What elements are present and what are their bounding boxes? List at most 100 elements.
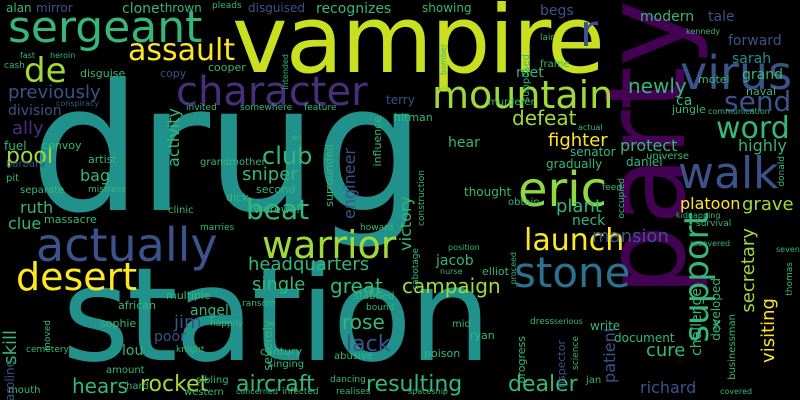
- word-ally: ally: [12, 118, 44, 139]
- word-heroin: heroin: [50, 51, 76, 60]
- word-senator: senator: [570, 145, 616, 159]
- word-mid: mid: [452, 319, 471, 330]
- word-gradually: gradually: [546, 157, 603, 171]
- word-kidnapping: kidnapping: [676, 211, 721, 220]
- word-challenge: challenge: [689, 288, 705, 356]
- word-sophie: sophie: [100, 317, 137, 330]
- word-jim: jim: [174, 312, 202, 333]
- word-infected: infected: [282, 387, 319, 397]
- word-serious: serious: [554, 317, 583, 326]
- word-write: write: [590, 319, 621, 333]
- word-clue: clue: [8, 214, 42, 233]
- word-lack: lack: [346, 332, 391, 357]
- word-pleads: pleads: [212, 1, 242, 11]
- word-spaceship: spaceship: [408, 387, 449, 396]
- word-plant: plant: [556, 196, 602, 217]
- word-motel: motel: [698, 73, 730, 86]
- word-desert: desert: [16, 255, 138, 299]
- word-hard: hard: [126, 381, 149, 392]
- word-met: met: [516, 65, 544, 81]
- word-feature: feature: [304, 103, 337, 113]
- word-barbara: barbara: [6, 159, 46, 170]
- word-disguised: disguised: [248, 1, 306, 15]
- word-headquarters: headquarters: [248, 254, 370, 275]
- word-visiting: visiting: [758, 298, 779, 363]
- word-terry: terry: [386, 93, 415, 107]
- word-hear: hear: [448, 135, 480, 151]
- word-lair: lair: [540, 33, 555, 43]
- word-marries: marries: [200, 223, 235, 233]
- word-artist: artist: [88, 153, 117, 166]
- word-assault: assault: [128, 33, 236, 68]
- word-western: western: [184, 387, 224, 398]
- word-knight: knight: [176, 345, 205, 355]
- word-amount: amount: [106, 365, 145, 376]
- word-grand: grand: [742, 67, 783, 83]
- word-influence: influence: [371, 116, 384, 167]
- word-forward: forward: [728, 33, 782, 49]
- word-sibling: sibling: [196, 375, 229, 386]
- word-realises: realises: [336, 387, 371, 397]
- word-begs: begs: [540, 3, 574, 19]
- word-mansion: mansion: [592, 226, 669, 247]
- word-dealer: dealer: [508, 372, 578, 397]
- word-somewhere: somewhere: [240, 103, 293, 113]
- word-murderer: murderer: [488, 97, 535, 108]
- word-frame: frame: [540, 59, 570, 70]
- word-universe: universe: [646, 151, 689, 162]
- word-recognizes: recognizes: [316, 1, 392, 17]
- word-poison: poison: [424, 347, 461, 360]
- word-surrounded: surrounded: [323, 144, 336, 207]
- word-businessman: businessman: [727, 314, 738, 380]
- word-proceed: proceed: [509, 252, 518, 285]
- word-grave: grave: [742, 194, 794, 215]
- word-actually: actually: [36, 218, 218, 272]
- word-bound: bound: [366, 303, 395, 313]
- word-bomber: bomber: [439, 44, 448, 76]
- word-disguise: disguise: [80, 67, 126, 80]
- word-division: division: [8, 103, 62, 119]
- word-position: position: [448, 243, 480, 252]
- word-bag: bag: [80, 166, 111, 185]
- word-construction: construction: [417, 170, 427, 226]
- word-secretary: secretary: [738, 228, 759, 313]
- word-cure: cure: [646, 340, 686, 361]
- word-eric: eric: [518, 162, 607, 218]
- word-actual: actual: [578, 123, 603, 132]
- word-engineer: engineer: [340, 148, 359, 219]
- word-beat: beat: [246, 193, 310, 226]
- word-obtain: obtain: [508, 197, 540, 208]
- word-fuel: fuel: [4, 139, 27, 153]
- word-walk: walk: [678, 148, 779, 199]
- word-rocket: rocket: [140, 372, 209, 397]
- word-ransom: ransom: [242, 299, 276, 309]
- word-supposed: supposed: [521, 54, 532, 103]
- word-mirror: mirror: [36, 1, 73, 15]
- word-century: century: [260, 345, 303, 358]
- word-dancing: dancing: [330, 375, 366, 385]
- word-massacre: massacre: [44, 213, 97, 226]
- word-inspector: inspector: [555, 340, 568, 392]
- word-cooper: cooper: [208, 61, 246, 74]
- word-word: word: [716, 111, 790, 146]
- word-sarah: sarah: [732, 51, 772, 67]
- word-vampire: vampire: [232, 0, 605, 95]
- word-aircraft: aircraft: [236, 372, 315, 397]
- word-kennedy: kennedy: [686, 27, 721, 36]
- word-jungle: jungle: [672, 103, 706, 116]
- word-victory: victory: [396, 196, 415, 251]
- word-ca: ca: [676, 93, 693, 109]
- word-drug: drug: [30, 47, 425, 252]
- word-modern: modern: [640, 9, 695, 25]
- word-naval: naval: [746, 85, 777, 98]
- word-neck: neck: [572, 213, 606, 229]
- word-sergeant: sergeant: [8, 2, 203, 53]
- word-rose: rose: [342, 310, 385, 334]
- word-club: club: [262, 142, 313, 170]
- word-dress: dress: [530, 317, 555, 327]
- word-werewolf: werewolf: [254, 203, 304, 216]
- word-donald: donald: [777, 156, 787, 187]
- word-thomas: thomas: [785, 262, 795, 296]
- word-african: african: [118, 299, 156, 312]
